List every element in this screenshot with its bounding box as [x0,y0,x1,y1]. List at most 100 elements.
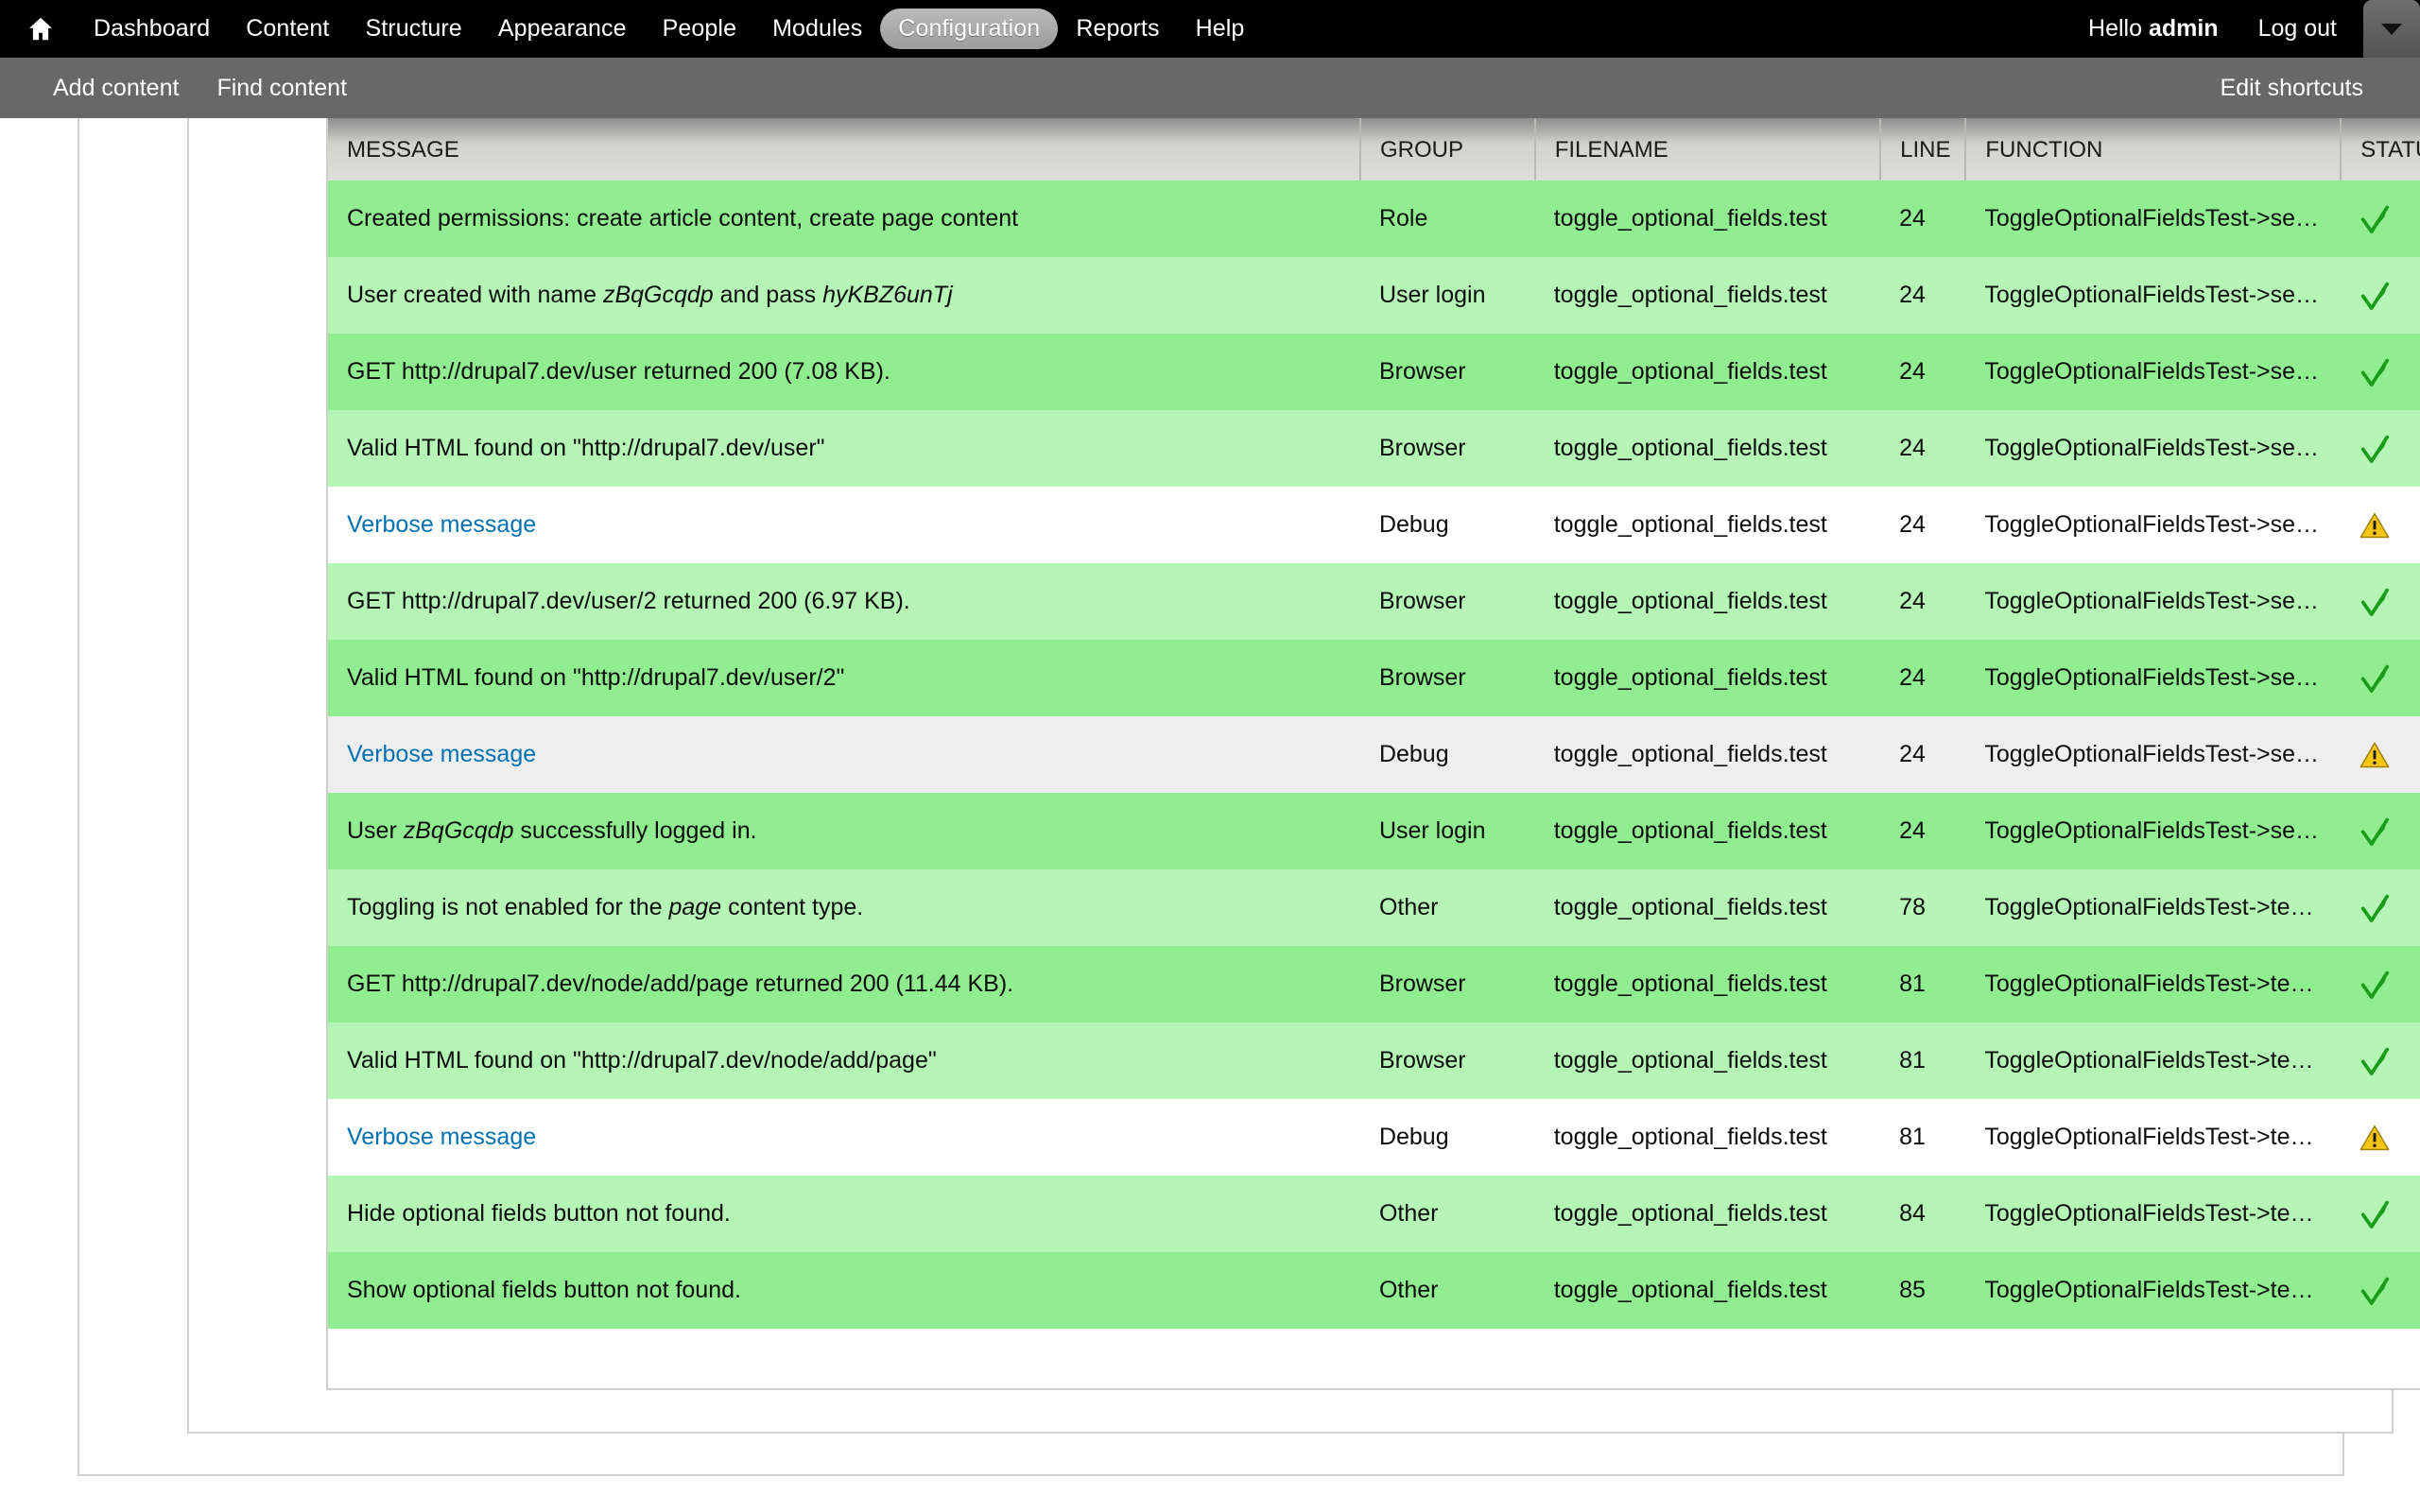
cell-group: Browser [1359,410,1535,487]
toolbar-collapse-button[interactable] [2363,0,2420,58]
table-row: Created permissions: create article cont… [328,180,2420,257]
toolbar-item-configuration[interactable]: Configuration [880,9,1059,49]
cell-group: Other [1359,869,1535,946]
check-icon [2361,894,2390,922]
cell-line: 85 [1880,1252,1966,1329]
cell-group: Browser [1359,563,1535,640]
cell-group: Browser [1359,640,1535,716]
cell-message: Created permissions: create article cont… [328,180,1360,257]
cell-function: ToggleOptionalFieldsTest->setUp() [1965,640,2342,716]
cell-line: 81 [1880,1099,1966,1176]
cell-group: Debug [1359,716,1535,793]
table-row: Verbose message Debug toggle_optional_fiel… [328,1099,2420,1176]
cell-group: User login [1359,257,1535,334]
cell-group: Other [1359,1252,1535,1329]
toolbar-item-reports[interactable]: Reports [1076,15,1160,42]
cell-line: 24 [1880,563,1966,640]
cell-message[interactable]: Verbose message [328,1099,1360,1176]
toolbar-right: Hello admin Log out [2067,0,2420,58]
cell-message: GET http://drupal7.dev/user returned 200… [328,334,1360,410]
cell-line: 78 [1880,869,1966,946]
check-icon [2361,205,2390,233]
shortcut-bar: Add content Find content Edit shortcuts [0,58,2420,118]
check-icon [2361,282,2390,310]
warning-icon [2360,1125,2390,1150]
column-header-message[interactable]: MESSAGE [328,118,1361,180]
table-row: GET http://drupal7.dev/user returned 200… [328,334,2420,410]
table-row: Valid HTML found on "http://drupal7.dev/… [328,640,2420,716]
cell-status [2341,1099,2420,1176]
cell-message: GET http://drupal7.dev/node/add/page ret… [328,946,1360,1022]
verbose-message-link[interactable]: Verbose message [347,741,537,767]
toolbar-item-people[interactable]: People [662,15,737,42]
cell-message: Valid HTML found on "http://drupal7.dev/… [328,410,1360,487]
toolbar-menu: Dashboard Content Structure Appearance P… [25,9,1262,49]
check-icon [2361,435,2390,463]
column-header-group[interactable]: GROUP [1359,118,1536,180]
verbose-message-link[interactable]: Verbose message [347,1124,537,1150]
table-row: GET http://drupal7.dev/node/add/page ret… [328,946,2420,1022]
cell-status [2341,1252,2420,1329]
toolbar-item-help[interactable]: Help [1195,15,1245,42]
toolbar-item-dashboard[interactable]: Dashboard [94,15,211,42]
page-body: MESSAGE GROUP FILENAME LINE FUNCTION STA… [0,118,2420,1512]
cell-group: Browser [1359,334,1535,410]
check-icon [2361,1277,2390,1305]
column-header-line[interactable]: LINE [1880,118,1967,180]
user-name: admin [2148,15,2219,42]
cell-status [2341,563,2420,640]
cell-function: ToggleOptionalFieldsTest->testDisabledCo… [1965,1252,2342,1329]
cell-function: ToggleOptionalFieldsTest->setUp() [1965,716,2342,793]
cell-message: Valid HTML found on "http://drupal7.dev/… [328,640,1360,716]
shortcut-find-content[interactable]: Find content [216,74,348,101]
cell-filename: toggle_optional_fields.test [1534,180,1881,257]
cell-function: ToggleOptionalFieldsTest->setUp() [1965,793,2342,869]
cell-message[interactable]: Verbose message [328,716,1360,793]
edit-shortcuts-link[interactable]: Edit shortcuts [2220,74,2363,101]
chevron-down-icon [2381,23,2402,35]
cell-line: 84 [1880,1176,1966,1252]
cell-function: ToggleOptionalFieldsTest->setUp() [1965,180,2342,257]
column-header-function[interactable]: FUNCTION [1965,118,2342,180]
toolbar-item-appearance[interactable]: Appearance [497,15,627,42]
cell-function: ToggleOptionalFieldsTest->setUp() [1965,410,2342,487]
cell-line: 81 [1880,1022,1966,1099]
cell-status [2341,946,2420,1022]
table-row: GET http://drupal7.dev/user/2 returned 2… [328,563,2420,640]
column-header-filename[interactable]: FILENAME [1534,118,1882,180]
table-row: Show optional fields button not found. Ot… [328,1252,2420,1329]
cell-message: Hide optional fields button not found. [328,1176,1360,1252]
cell-filename: toggle_optional_fields.test [1534,869,1881,946]
cell-status [2341,793,2420,869]
cell-filename: toggle_optional_fields.test [1534,1022,1881,1099]
cell-filename: toggle_optional_fields.test [1534,487,1881,563]
cell-status [2341,869,2420,946]
home-icon[interactable] [25,13,57,45]
cell-group: Other [1359,1176,1535,1252]
user-greeting: Hello admin [2067,15,2239,43]
table-row: Valid HTML found on "http://drupal7.dev/… [328,410,2420,487]
test-results-container: MESSAGE GROUP FILENAME LINE FUNCTION STA… [326,118,2420,1390]
cell-status [2341,487,2420,563]
cell-message[interactable]: Verbose message [328,487,1360,563]
toolbar-item-structure[interactable]: Structure [365,15,462,42]
logout-link[interactable]: Log out [2257,15,2337,42]
column-header-status[interactable]: STATUS [2341,118,2420,180]
table-row: Toggling is not enabled for the page con… [328,869,2420,946]
toolbar-item-content[interactable]: Content [246,15,330,42]
page-mid-container: MESSAGE GROUP FILENAME LINE FUNCTION STA… [187,118,2420,1434]
greeting-text: Hello [2088,15,2149,42]
cell-status [2341,410,2420,487]
cell-line: 81 [1880,946,1966,1022]
shortcut-add-content[interactable]: Add content [53,74,180,101]
cell-status [2341,1022,2420,1099]
verbose-message-link[interactable]: Verbose message [347,511,537,538]
cell-status [2341,180,2420,257]
cell-group: Debug [1359,1099,1535,1176]
toolbar-item-modules[interactable]: Modules [772,15,863,42]
check-icon [2361,664,2390,693]
table-header-row: MESSAGE GROUP FILENAME LINE FUNCTION STA… [328,118,2420,180]
cell-filename: toggle_optional_fields.test [1534,1099,1881,1176]
check-icon [2361,588,2390,616]
cell-filename: toggle_optional_fields.test [1534,334,1881,410]
